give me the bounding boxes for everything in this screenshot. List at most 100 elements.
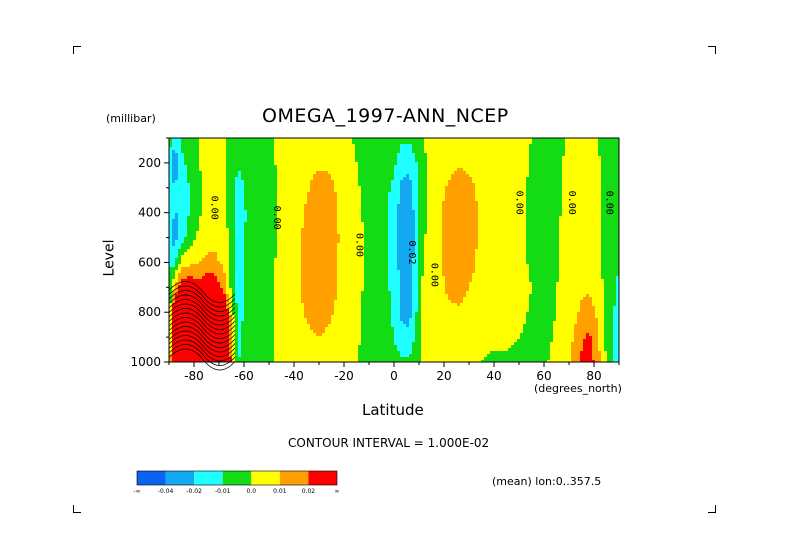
field-cell	[178, 216, 182, 220]
field-cell	[190, 210, 194, 214]
field-cell	[226, 291, 230, 295]
field-cell	[208, 336, 212, 340]
field-cell	[298, 348, 302, 352]
field-cell	[277, 144, 281, 148]
field-cell	[319, 255, 323, 259]
field-cell	[337, 225, 341, 229]
field-cell	[301, 168, 305, 172]
field-cell	[343, 273, 347, 277]
field-cell	[253, 297, 257, 301]
field-cell	[328, 330, 332, 334]
field-cell	[253, 240, 257, 244]
field-cell	[340, 288, 344, 292]
field-cell	[208, 180, 212, 184]
field-cell	[331, 189, 335, 193]
field-cell	[328, 342, 332, 346]
field-cell	[172, 279, 176, 283]
field-cell	[331, 288, 335, 292]
field-cell	[265, 216, 269, 220]
field-cell	[310, 339, 314, 343]
field-cell	[268, 162, 272, 166]
field-cell	[187, 348, 191, 352]
field-cell	[235, 318, 239, 322]
field-cell	[292, 318, 296, 322]
field-cell	[292, 189, 296, 193]
field-cell	[205, 228, 209, 232]
field-cell	[181, 333, 185, 337]
field-cell	[361, 270, 365, 274]
field-cell	[244, 216, 248, 220]
field-cell	[244, 360, 248, 363]
field-cell	[247, 333, 251, 337]
field-cell	[337, 357, 341, 361]
field-cell	[340, 273, 344, 277]
field-cell	[361, 288, 365, 292]
field-cell	[187, 324, 191, 328]
field-cell	[223, 291, 227, 295]
field-cell	[181, 144, 185, 148]
field-cell	[313, 153, 317, 157]
field-cell	[178, 156, 182, 160]
field-cell	[241, 231, 245, 235]
field-cell	[214, 252, 218, 256]
field-cell	[331, 210, 335, 214]
field-cell	[220, 183, 224, 187]
field-cell	[178, 138, 182, 142]
field-cell	[178, 183, 182, 187]
field-cell	[340, 258, 344, 262]
field-cell	[184, 294, 188, 298]
field-cell	[337, 258, 341, 262]
field-cell	[358, 324, 362, 328]
field-cell	[220, 165, 224, 169]
field-cell	[319, 234, 323, 238]
field-cell	[295, 324, 299, 328]
field-cell	[358, 336, 362, 340]
field-cell	[280, 141, 284, 145]
field-cell	[268, 210, 272, 214]
field-cell	[268, 228, 272, 232]
field-cell	[178, 303, 182, 307]
field-cell	[277, 294, 281, 298]
field-cell	[241, 267, 245, 271]
field-cell	[325, 183, 329, 187]
field-cell	[283, 204, 287, 208]
field-cell	[286, 357, 290, 361]
field-cell	[172, 138, 176, 142]
field-cell	[307, 297, 311, 301]
field-cell	[172, 354, 176, 358]
field-cell	[334, 336, 338, 340]
field-cell	[184, 279, 188, 283]
field-cell	[196, 288, 200, 292]
field-cell	[247, 318, 251, 322]
field-cell	[280, 249, 284, 253]
field-cell	[184, 360, 188, 363]
field-cell	[304, 294, 308, 298]
field-cell	[205, 255, 209, 259]
field-cell	[346, 183, 350, 187]
field-cell	[178, 294, 182, 298]
field-cell	[355, 297, 359, 301]
field-cell	[169, 153, 173, 157]
field-cell	[196, 183, 200, 187]
field-cell	[238, 177, 242, 181]
field-cell	[262, 240, 266, 244]
field-cell	[187, 138, 191, 142]
field-cell	[223, 237, 227, 241]
field-cell	[250, 186, 254, 190]
field-cell	[223, 270, 227, 274]
field-cell	[253, 180, 257, 184]
field-cell	[301, 330, 305, 334]
field-cell	[250, 297, 254, 301]
field-cell	[232, 228, 236, 232]
field-cell	[244, 144, 248, 148]
field-cell	[304, 228, 308, 232]
field-cell	[169, 222, 173, 226]
field-cell	[220, 291, 224, 295]
field-cell	[184, 297, 188, 301]
field-cell	[319, 153, 323, 157]
field-cell	[265, 156, 269, 160]
field-cell	[226, 333, 230, 337]
field-cell	[208, 162, 212, 166]
field-cell	[235, 282, 239, 286]
field-cell	[238, 264, 242, 268]
